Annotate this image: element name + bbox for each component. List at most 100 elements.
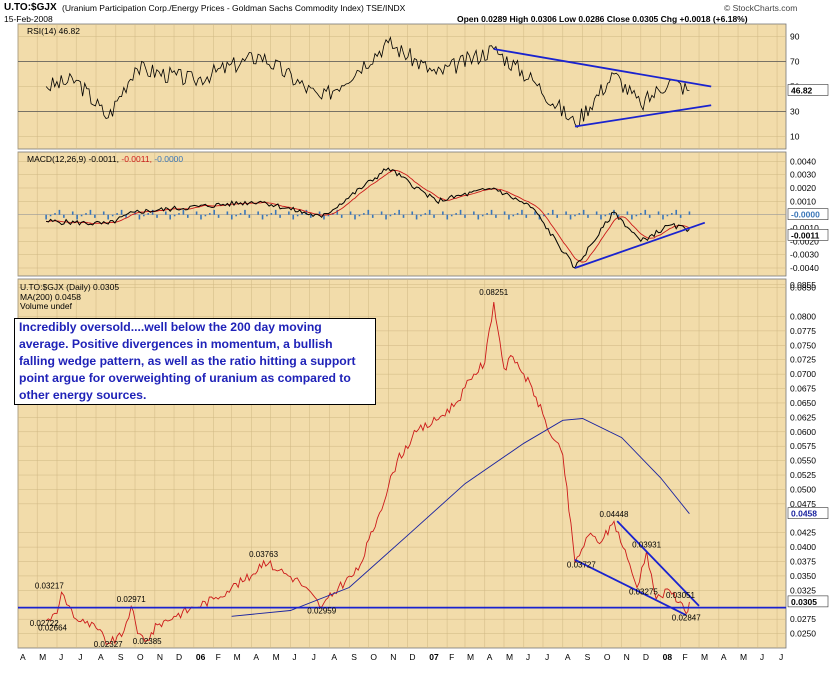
price-data-label: 0.08251: [479, 288, 508, 297]
rsi-tick-label: 10: [790, 132, 800, 142]
price-data-label: 0.02327: [94, 640, 123, 649]
price-tick-label: 0.0375: [790, 557, 816, 567]
macd-label-signal: -0.0011,: [121, 154, 152, 164]
price-tick-label: 0.0855: [790, 280, 816, 290]
macd-tick-label: -0.0020: [790, 236, 819, 246]
x-tick-label: O: [137, 652, 144, 662]
price-data-label: 0.04448: [600, 510, 629, 519]
x-tick-label: N: [390, 652, 396, 662]
price-data-label: 0.03275: [629, 587, 658, 596]
price-data-label: 0.02971: [117, 595, 146, 604]
rsi-tick-label: 30: [790, 107, 800, 117]
price-tick-label: 0.0775: [790, 326, 816, 336]
ma200-line: [231, 418, 690, 617]
x-tick-label: J: [59, 652, 63, 662]
x-tick-label: M: [234, 652, 241, 662]
price-tick-label: 0.0475: [790, 499, 816, 509]
x-tick-label: M: [273, 652, 280, 662]
x-tick-label: N: [624, 652, 630, 662]
macd-tick-label: 0.0030: [790, 170, 816, 180]
x-tick-label: J: [292, 652, 296, 662]
macd-tick-label: 0.0010: [790, 196, 816, 206]
price-line: [45, 301, 690, 645]
close-value-tag: 0.0305: [787, 595, 829, 608]
x-tick-label: S: [585, 652, 591, 662]
x-tick-label: J: [526, 652, 530, 662]
ohlc-readout: Open 0.0289 High 0.0306 Low 0.0286 Close…: [457, 14, 748, 24]
price-tick-label: 0.0650: [790, 398, 816, 408]
x-tick-label: M: [506, 652, 513, 662]
rsi-tick-label: 90: [790, 32, 800, 42]
rsi-value-tag-text: 46.82: [791, 85, 813, 95]
price-tick-label: 0.0850: [790, 283, 816, 293]
x-tick-label: F: [449, 652, 454, 662]
x-tick-label: D: [176, 652, 182, 662]
x-tick-label: J: [78, 652, 82, 662]
price-data-label: 0.03217: [35, 582, 64, 591]
price-tick-label: 0.0725: [790, 355, 816, 365]
x-tick-label: D: [409, 652, 415, 662]
rsi-tick-label: 70: [790, 57, 800, 67]
rsi-line: [45, 35, 690, 128]
x-tick-label: J: [760, 652, 764, 662]
price-data-label: 0.03763: [249, 550, 278, 559]
macd-value-tag-box: [787, 229, 829, 241]
x-tick-label: 07: [429, 652, 439, 662]
macd-trendline: [574, 221, 706, 269]
price-data-label: 0.03931: [632, 541, 661, 550]
x-tick-label: O: [370, 652, 377, 662]
price-tick-label: 0.0400: [790, 542, 816, 552]
macd-hist-tag-text: -0.0000: [791, 210, 820, 220]
macd-value-tag-text: -0.0011: [791, 230, 820, 240]
x-tick-label: S: [118, 652, 124, 662]
rsi-label: RSI(14) 46.82: [27, 26, 80, 36]
price-data-label: 0.02847: [672, 613, 701, 622]
x-tick-label: S: [351, 652, 357, 662]
price-tick-label: 0.0500: [790, 484, 816, 494]
macd-tick-label: 0.0040: [790, 156, 816, 166]
macd-label-name: MACD(12,26,9): [27, 154, 87, 164]
close-value-tag-box: [787, 595, 829, 608]
price-tick-label: 0.0275: [790, 614, 816, 624]
price-legend-2: Volume undef: [20, 301, 72, 311]
price-tick-label: 0.0675: [790, 384, 816, 394]
macd-tick-label: -0.0030: [790, 250, 819, 260]
macd-hist-tag: -0.0000: [787, 208, 829, 220]
price-data-label: 0.02385: [133, 637, 162, 646]
price-legend-0: U.TO:$GJX (Daily) 0.0305: [20, 282, 120, 292]
rsi-trendline-lower: [574, 104, 712, 128]
price-tick-label: 0.0550: [790, 456, 816, 466]
price-data-label: 0.03051: [666, 591, 695, 600]
x-tick-label: F: [216, 652, 221, 662]
price-tick-label: 0.0525: [790, 470, 816, 480]
rsi-value-tag: 46.82: [787, 84, 829, 96]
chart-symbol: U.TO:$GJX: [4, 2, 57, 13]
x-tick-label: N: [157, 652, 163, 662]
x-tick-label: M: [39, 652, 46, 662]
price-tick-label: 0.0325: [790, 585, 816, 595]
x-tick-label: M: [701, 652, 708, 662]
macd-label-hist: -0.0000: [154, 154, 184, 164]
macd-tick-label: 0.0020: [790, 183, 816, 193]
x-tick-label: J: [312, 652, 316, 662]
price-tick-label: 0.0250: [790, 629, 816, 639]
price-wedge-upper: [616, 520, 700, 607]
ma-value-tag: 0.0458: [787, 507, 829, 519]
price-tick-label: 0.0350: [790, 571, 816, 581]
x-tick-label: D: [643, 652, 649, 662]
price-tick-label: 0.0800: [790, 311, 816, 321]
price-legend-1: MA(200) 0.0458: [20, 292, 81, 302]
x-tick-label: A: [253, 652, 259, 662]
macd-tick-label: -0.0010: [790, 223, 819, 233]
macd-line: [45, 167, 690, 269]
price-data-label: 0.02959: [307, 606, 336, 615]
x-tick-label: A: [487, 652, 493, 662]
price-tick-label: 0.0750: [790, 340, 816, 350]
x-tick-label: 06: [196, 652, 206, 662]
x-tick-label: A: [331, 652, 337, 662]
rsi-value-tag-box: [787, 84, 829, 96]
price-data-label: 0.02664: [38, 624, 67, 633]
ma-value-tag-box: [787, 507, 829, 519]
x-tick-label: F: [682, 652, 687, 662]
macd-label: MACD(12,26,9) -0.0011, -0.0011, -0.0000: [27, 154, 183, 164]
